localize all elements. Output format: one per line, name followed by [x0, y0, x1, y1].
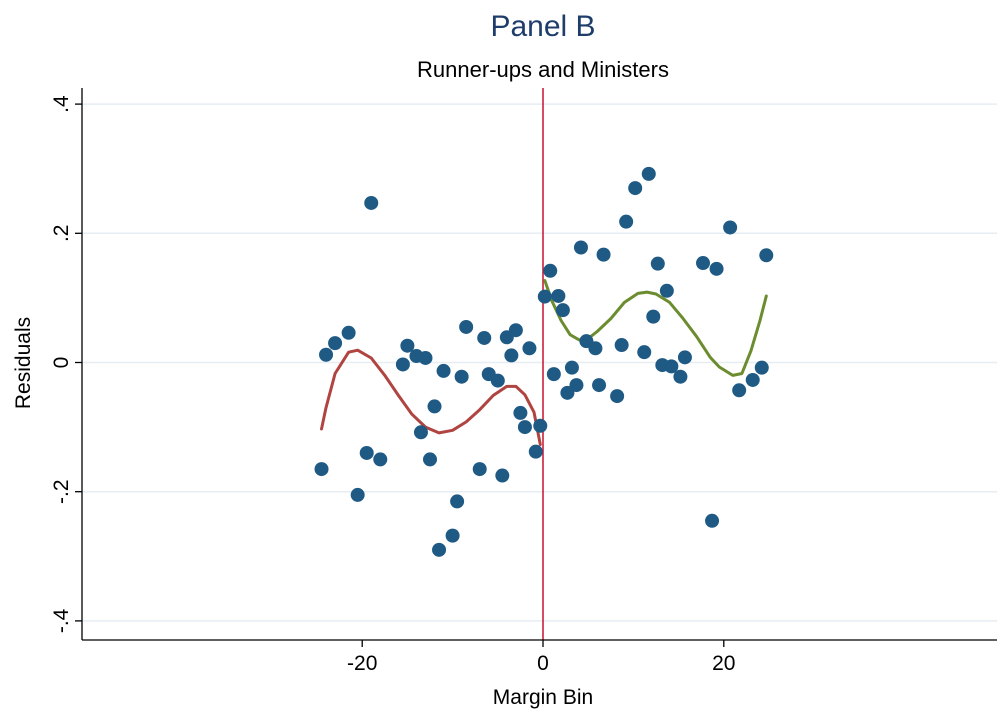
data-point	[508, 323, 523, 338]
y-tick-label: .4	[50, 95, 73, 113]
data-point	[533, 418, 548, 433]
y-axis-label: Residuals	[12, 317, 35, 409]
x-tick-label: -20	[347, 652, 377, 675]
data-point	[709, 261, 724, 276]
data-point	[596, 247, 611, 262]
data-point	[641, 166, 656, 181]
data-point	[619, 214, 634, 229]
data-point	[646, 309, 661, 324]
data-point	[459, 319, 474, 334]
data-point	[454, 369, 469, 384]
fit-line-left	[320, 348, 542, 446]
chart-subtitle: Runner-ups and Ministers	[417, 57, 669, 82]
data-point	[400, 338, 415, 353]
data-point	[450, 494, 465, 509]
data-point	[664, 359, 679, 374]
fit-line-right	[543, 279, 768, 377]
data-point	[418, 350, 433, 365]
data-point	[432, 542, 447, 557]
data-point	[573, 240, 588, 255]
x-tick-label: 0	[537, 652, 549, 675]
data-point	[569, 378, 584, 393]
data-point	[490, 373, 505, 388]
data-point	[359, 445, 374, 460]
data-point	[564, 360, 579, 375]
data-point	[528, 444, 543, 459]
data-point	[495, 468, 510, 483]
data-point	[314, 462, 329, 477]
data-point	[555, 303, 570, 318]
data-point	[650, 256, 665, 271]
data-point	[759, 248, 774, 263]
data-point	[537, 289, 552, 304]
data-point	[350, 487, 365, 502]
data-points	[314, 166, 774, 557]
x-axis-label: Margin Bin	[493, 686, 593, 709]
data-point	[413, 425, 428, 440]
data-point	[588, 341, 603, 356]
data-point	[745, 372, 760, 387]
data-point	[364, 195, 379, 210]
data-point	[732, 383, 747, 398]
data-point	[614, 338, 629, 353]
data-point	[522, 341, 537, 356]
data-point	[395, 357, 410, 372]
data-point	[592, 378, 607, 393]
chart-title: Panel B	[490, 10, 595, 43]
data-point	[610, 389, 625, 404]
data-point	[723, 220, 738, 235]
data-point	[705, 513, 720, 528]
data-point	[677, 350, 692, 365]
data-point	[628, 181, 643, 196]
y-tick-label: 0	[50, 357, 73, 369]
data-point	[546, 367, 561, 382]
data-point	[436, 363, 451, 378]
data-point	[504, 348, 519, 363]
data-point	[673, 369, 688, 384]
data-point	[341, 325, 356, 340]
data-point	[427, 399, 442, 414]
data-point	[328, 336, 343, 351]
data-point	[373, 452, 388, 467]
y-tick-label: -.2	[50, 479, 73, 504]
y-tick-label: .2	[50, 225, 73, 243]
data-point	[423, 452, 437, 467]
data-point	[445, 528, 460, 543]
data-point	[754, 360, 769, 375]
data-point	[637, 345, 652, 360]
fit-lines	[320, 279, 768, 446]
grid	[82, 103, 997, 622]
data-point	[696, 256, 711, 271]
data-point	[319, 347, 334, 362]
data-point	[659, 283, 674, 298]
axes: -.4 -.2 0 .2 .4 -20 0 20	[50, 88, 997, 675]
data-point	[472, 462, 487, 477]
data-point	[477, 330, 492, 345]
x-tick-label: 20	[712, 652, 735, 675]
data-point	[551, 288, 566, 303]
y-tick-label: -.4	[50, 608, 73, 633]
data-point	[517, 420, 532, 435]
data-point	[513, 405, 528, 420]
data-point	[543, 263, 558, 278]
